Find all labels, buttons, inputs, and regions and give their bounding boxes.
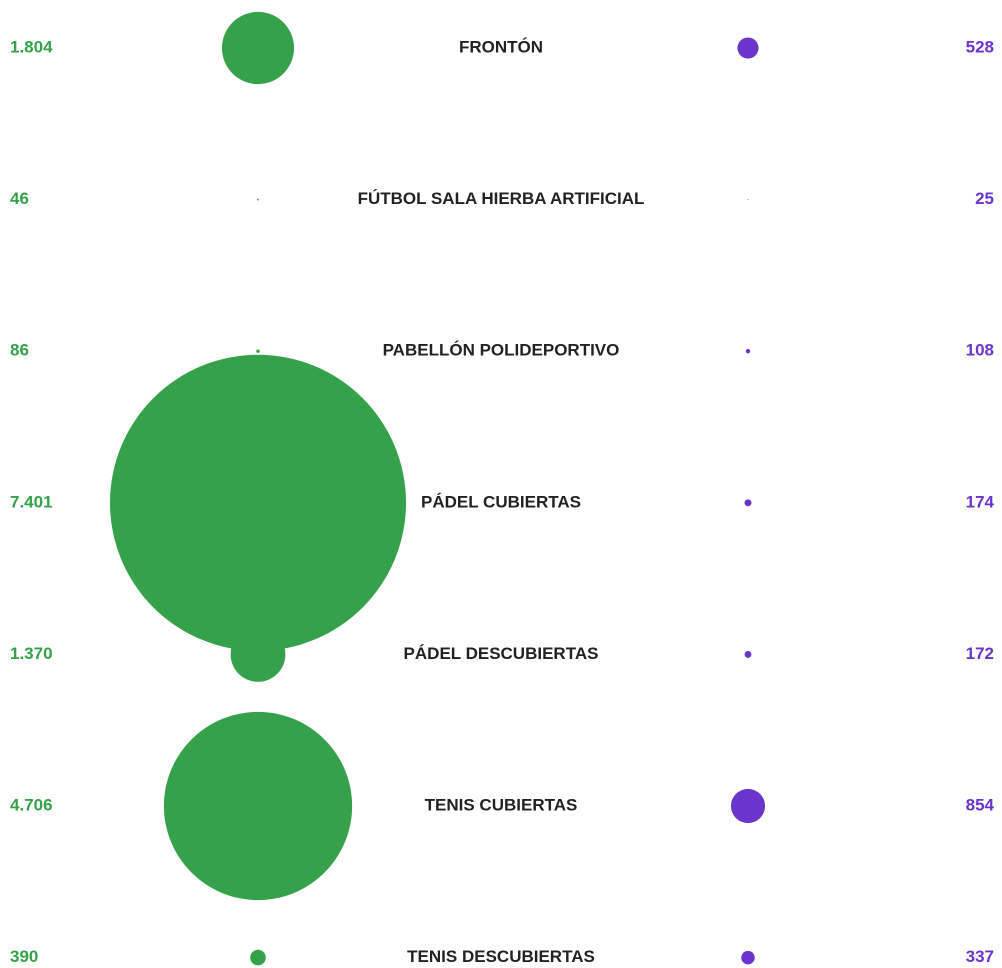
value-label: 4.706 xyxy=(10,795,53,814)
value-label: 46 xyxy=(10,189,29,208)
bubble xyxy=(741,950,755,965)
value-label: 337 xyxy=(966,947,994,966)
value-label: 528 xyxy=(966,37,994,56)
value-label: 390 xyxy=(10,947,38,966)
category-label: PÁDEL DESCUBIERTAS xyxy=(404,644,599,663)
bubble xyxy=(221,11,295,85)
category-label: FÚTBOL SALA HIERBA ARTIFICIAL xyxy=(358,189,645,208)
value-label: 25 xyxy=(975,189,994,208)
value-label: 174 xyxy=(966,492,995,511)
value-label: 86 xyxy=(10,341,29,360)
category-label: TENIS DESCUBIERTAS xyxy=(407,947,595,966)
category-label: TENIS CUBIERTAS xyxy=(425,795,578,814)
bubble xyxy=(747,199,749,201)
value-label: 1.370 xyxy=(10,644,53,663)
value-label: 7.401 xyxy=(10,492,53,511)
value-label: 108 xyxy=(966,341,994,360)
bubble xyxy=(730,788,766,824)
category-label: PÁDEL CUBIERTAS xyxy=(421,492,581,511)
bubble xyxy=(250,949,266,966)
value-label: 854 xyxy=(966,795,995,814)
category-label: PABELLÓN POLIDEPORTIVO xyxy=(383,341,620,360)
bubble xyxy=(257,198,259,201)
bubble xyxy=(745,349,751,354)
bubble xyxy=(109,354,407,651)
category-label: FRONTÓN xyxy=(459,37,543,56)
value-label: 1.804 xyxy=(10,37,53,56)
bubble xyxy=(230,627,286,682)
bubble xyxy=(744,499,752,507)
value-label: 172 xyxy=(966,644,994,663)
bubble xyxy=(163,711,353,901)
bubble xyxy=(737,37,759,59)
bubble xyxy=(256,349,260,353)
bubble xyxy=(744,650,752,658)
